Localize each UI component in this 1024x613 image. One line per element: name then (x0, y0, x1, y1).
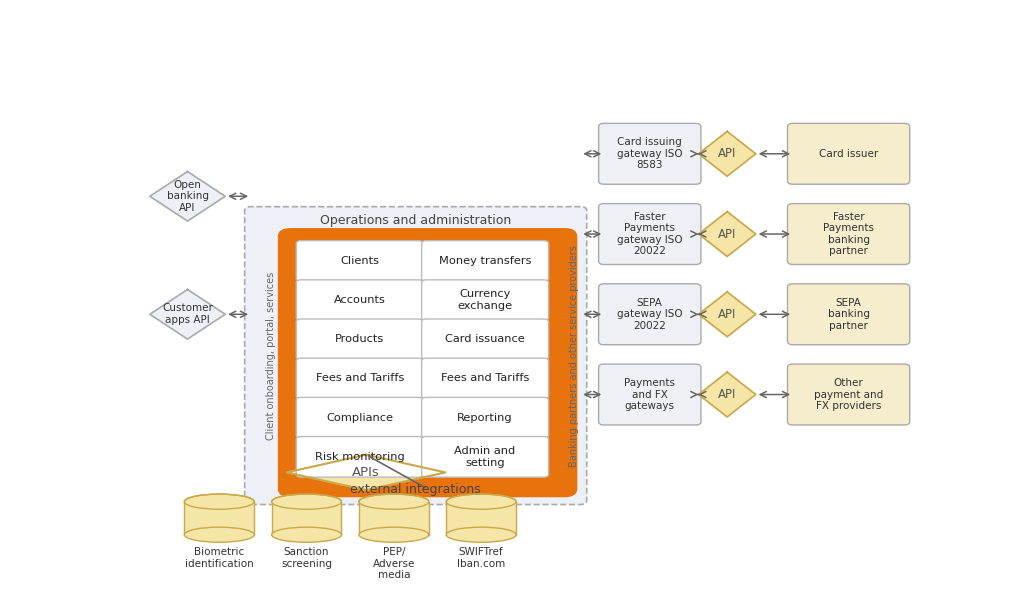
Text: Fees and Tariffs: Fees and Tariffs (315, 373, 403, 384)
Polygon shape (698, 211, 756, 256)
Text: SEPA
gateway ISO
20022: SEPA gateway ISO 20022 (617, 298, 683, 331)
Text: Risk monitoring: Risk monitoring (314, 452, 404, 462)
FancyBboxPatch shape (787, 204, 909, 264)
Text: API: API (718, 308, 736, 321)
Text: API: API (718, 147, 736, 161)
Text: Operations and administration: Operations and administration (321, 214, 511, 227)
Text: Sanction
screening: Sanction screening (281, 547, 332, 569)
Ellipse shape (359, 527, 429, 543)
FancyBboxPatch shape (296, 241, 423, 281)
Text: Open
banking
API: Open banking API (167, 180, 209, 213)
FancyBboxPatch shape (599, 284, 701, 345)
Ellipse shape (271, 494, 341, 509)
Ellipse shape (359, 494, 429, 509)
FancyBboxPatch shape (599, 364, 701, 425)
Polygon shape (150, 289, 225, 339)
FancyBboxPatch shape (296, 358, 423, 399)
Text: Faster
Payments
banking
partner: Faster Payments banking partner (823, 211, 874, 256)
Text: Products: Products (335, 334, 384, 345)
Ellipse shape (184, 527, 254, 543)
Text: Faster
Payments
gateway ISO
20022: Faster Payments gateway ISO 20022 (617, 211, 683, 256)
Text: Card issuing
gateway ISO
8583: Card issuing gateway ISO 8583 (617, 137, 683, 170)
FancyBboxPatch shape (296, 280, 423, 321)
Polygon shape (698, 372, 756, 417)
Text: Clients: Clients (340, 256, 379, 266)
Polygon shape (698, 131, 756, 176)
Text: PEP/
Adverse
media: PEP/ Adverse media (373, 547, 415, 580)
Bar (446, 501, 516, 535)
Text: Payments
and FX
gateways: Payments and FX gateways (625, 378, 675, 411)
FancyBboxPatch shape (599, 123, 701, 185)
FancyBboxPatch shape (296, 319, 423, 360)
FancyBboxPatch shape (245, 207, 587, 504)
FancyBboxPatch shape (787, 123, 909, 185)
Text: Card issuance: Card issuance (445, 334, 525, 345)
Ellipse shape (271, 527, 341, 543)
FancyBboxPatch shape (296, 436, 423, 477)
FancyBboxPatch shape (280, 230, 575, 495)
Text: Other
payment and
FX providers: Other payment and FX providers (814, 378, 884, 411)
Ellipse shape (446, 527, 516, 543)
Text: API: API (718, 388, 736, 401)
Text: API: API (718, 227, 736, 240)
Text: Compliance: Compliance (327, 413, 393, 422)
FancyBboxPatch shape (787, 364, 909, 425)
FancyBboxPatch shape (422, 397, 549, 438)
Ellipse shape (446, 494, 516, 509)
Polygon shape (150, 172, 225, 221)
Text: Client onboarding, portal, services: Client onboarding, portal, services (266, 272, 275, 440)
Text: Fees and Tariffs: Fees and Tariffs (441, 373, 529, 384)
Text: Money transfers: Money transfers (439, 256, 531, 266)
Polygon shape (287, 455, 445, 490)
Bar (271, 501, 341, 535)
Text: Admin and
setting: Admin and setting (455, 446, 516, 468)
Text: SWIFTref
Iban.com: SWIFTref Iban.com (457, 547, 505, 569)
Text: Card issuer: Card issuer (819, 149, 879, 159)
Bar (359, 501, 429, 535)
Text: Biometric
identification: Biometric identification (185, 547, 254, 569)
FancyBboxPatch shape (422, 319, 549, 360)
Ellipse shape (184, 494, 254, 509)
Text: APIs: APIs (352, 466, 380, 479)
Text: SEPA
banking
partner: SEPA banking partner (827, 298, 869, 331)
Text: external integrations: external integrations (350, 483, 481, 496)
FancyBboxPatch shape (296, 397, 423, 438)
Text: Customer
apps API: Customer apps API (162, 303, 213, 325)
FancyBboxPatch shape (422, 436, 549, 477)
FancyBboxPatch shape (599, 204, 701, 264)
Polygon shape (698, 292, 756, 337)
FancyBboxPatch shape (787, 284, 909, 345)
FancyBboxPatch shape (422, 358, 549, 399)
Text: Banking partners and other service providers: Banking partners and other service provi… (569, 245, 579, 466)
FancyBboxPatch shape (422, 241, 549, 281)
Text: Reporting: Reporting (458, 413, 513, 422)
FancyBboxPatch shape (422, 280, 549, 321)
Text: Accounts: Accounts (334, 295, 386, 305)
Bar (184, 501, 254, 535)
Text: Currency
exchange: Currency exchange (458, 289, 513, 311)
